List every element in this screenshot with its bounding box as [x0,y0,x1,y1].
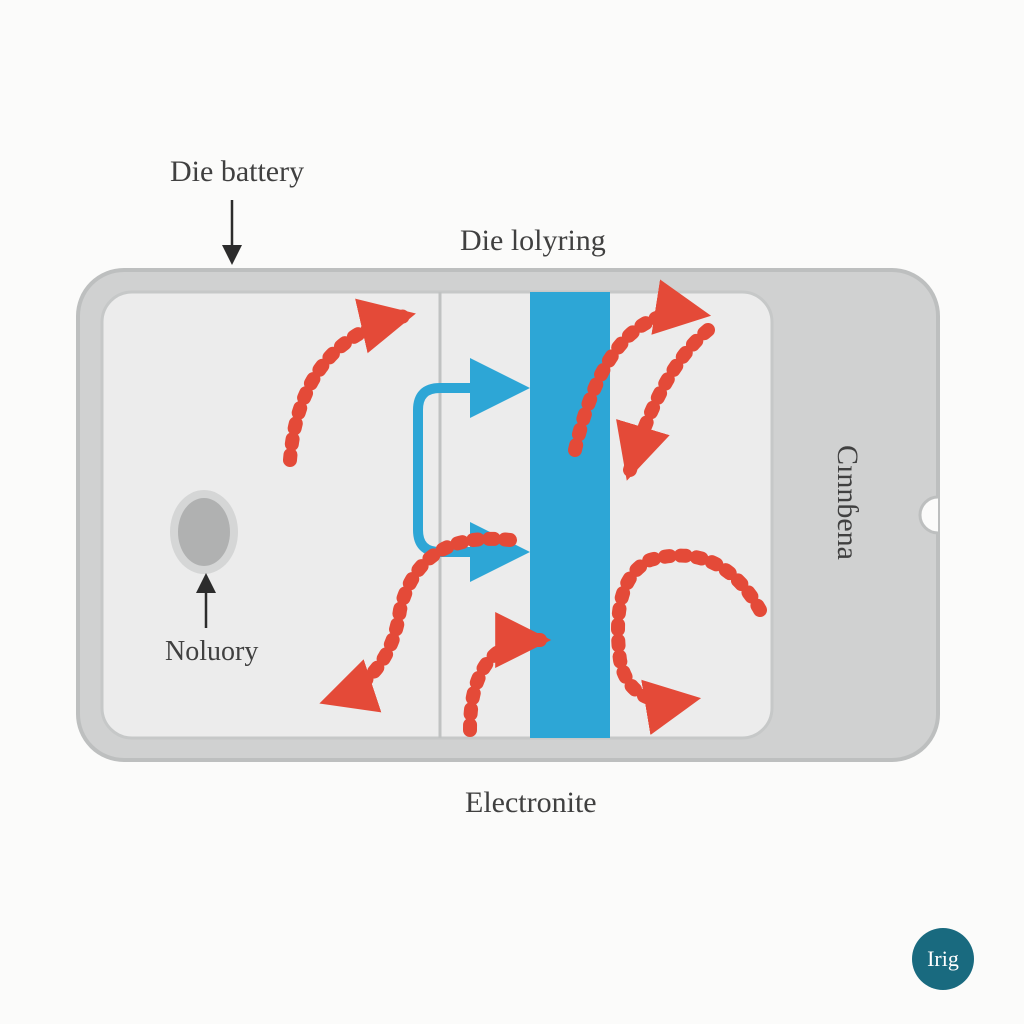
button-inner [178,498,230,566]
logo-text: Irig [927,946,959,972]
logo-badge: Irig [912,928,974,990]
label-noluory: Noluory [165,636,258,668]
diagram-svg [0,0,1024,1024]
label-die-lolyring: Die lolyring [460,224,606,258]
label-cinnbena: Cınnɓena [830,445,864,560]
blue-band [530,292,610,738]
label-electronite: Electronite [465,786,597,820]
diagram-canvas: Die battery Die lolyring Noluory Electro… [0,0,1024,1024]
label-die-battery: Die battery [170,155,304,189]
